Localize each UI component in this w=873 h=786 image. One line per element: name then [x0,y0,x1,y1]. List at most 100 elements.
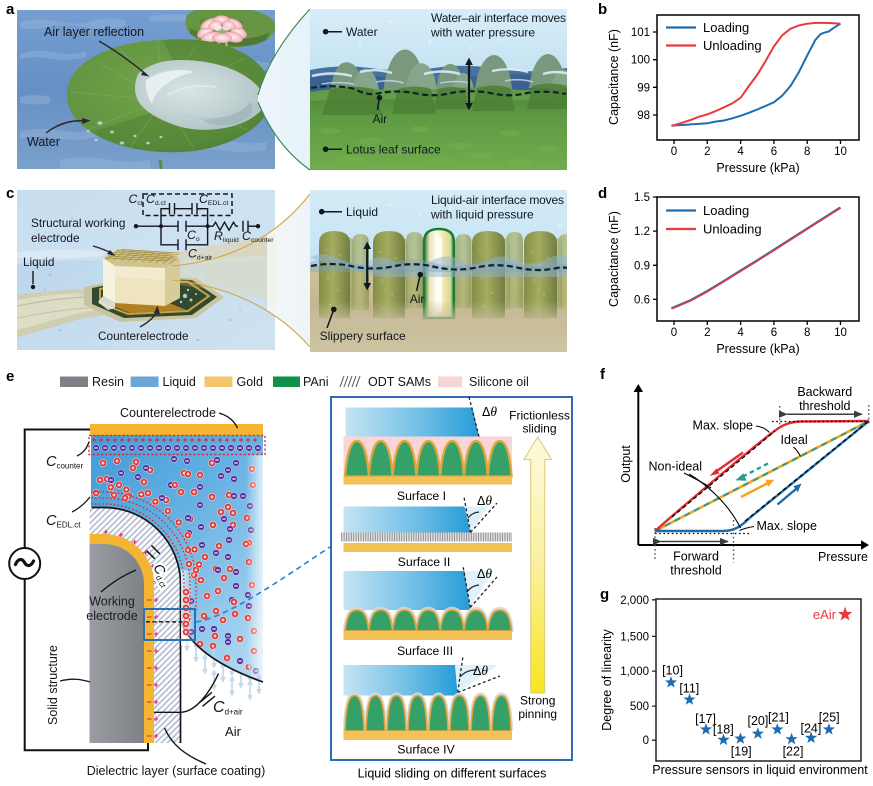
svg-text:ODT SAMs: ODT SAMs [368,375,431,389]
svg-text:Liquid: Liquid [163,375,196,389]
svg-text:Dielectric layer (surface coat: Dielectric layer (surface coating) [87,764,266,778]
svg-text:Ideal: Ideal [781,433,808,447]
svg-text:99: 99 [637,82,650,94]
svg-text:Pressure: Pressure [818,550,868,564]
svg-text:Loading: Loading [703,203,749,218]
svg-text:Cd.ct: Cd.ct [146,192,166,207]
svg-text:Water: Water [27,135,60,149]
svg-text:Counterelectrode: Counterelectrode [120,406,216,420]
svg-text:Liquid-air interface moves: Liquid-air interface moves [431,193,564,207]
svg-text:Resin: Resin [92,375,124,389]
svg-text:Working: Working [89,595,135,609]
svg-text:0: 0 [671,327,677,339]
svg-text:0.6: 0.6 [634,294,650,306]
svg-text:Cd+air: Cd+air [188,247,213,262]
svg-text:1.5: 1.5 [634,192,650,204]
svg-text:Pressure (kPa): Pressure (kPa) [716,342,799,356]
svg-text:Pressure sensors in liquid env: Pressure sensors in liquid environment [652,763,868,777]
svg-text:with liquid pressure: with liquid pressure [430,208,534,222]
svg-text:100: 100 [631,55,650,67]
svg-text:1.2: 1.2 [634,226,650,238]
svg-text:[11]: [11] [679,682,699,696]
svg-text:10: 10 [834,146,847,158]
svg-text:2,000: 2,000 [620,595,649,607]
svg-text:Surface IV: Surface IV [397,743,455,757]
svg-text:with water pressure: with water pressure [430,26,535,40]
svg-text:CEDL.ct: CEDL.ct [46,513,81,530]
svg-text:[17]: [17] [695,712,716,726]
svg-text:Forward: Forward [673,550,719,564]
svg-text:Surface III: Surface III [397,644,453,658]
svg-text:Solid structure: Solid structure [46,645,60,725]
svg-text:Co: Co [187,228,200,243]
svg-text:[21]: [21] [768,711,789,725]
svg-text:[10]: [10] [662,663,683,677]
svg-text:Slippery surface: Slippery surface [320,329,406,343]
svg-text:Frictionless: Frictionless [509,409,570,423]
svg-text:Water: Water [346,25,378,39]
svg-text:sliding: sliding [522,422,556,436]
svg-text:Silicone oil: Silicone oil [469,375,529,389]
svg-text:0: 0 [671,146,677,158]
svg-text:[18]: [18] [713,723,734,737]
svg-text:98: 98 [637,110,650,122]
svg-text:Air: Air [410,292,425,306]
svg-text:[20]: [20] [747,714,768,728]
svg-text:electrode: electrode [86,609,137,623]
svg-text:Air: Air [373,112,388,126]
svg-text:Surface I: Surface I [397,489,446,503]
svg-text:threshold: threshold [799,399,850,413]
svg-text:Counterelectrode: Counterelectrode [98,329,189,343]
svg-text:0.9: 0.9 [634,260,650,272]
svg-text:[22]: [22] [783,744,804,758]
svg-text:4: 4 [737,327,744,339]
svg-text:Surface II: Surface II [398,555,451,569]
svg-text:Liquid sliding on different su: Liquid sliding on different surfaces [358,767,547,781]
svg-text:Liquid: Liquid [23,255,55,269]
svg-text:Δθ: Δθ [477,493,492,508]
svg-text:Backward: Backward [797,385,852,399]
svg-text:Ccounter: Ccounter [242,229,274,244]
svg-text:pinning: pinning [518,707,557,721]
svg-text:Pressure (kPa): Pressure (kPa) [716,161,799,175]
svg-text:Unloading: Unloading [703,222,762,237]
svg-text:Cct: Cct [129,192,143,207]
svg-text:[19]: [19] [731,744,752,758]
svg-text:Liquid: Liquid [346,205,378,219]
svg-text:101: 101 [631,27,650,39]
svg-text:Capacitance (nF): Capacitance (nF) [607,29,621,125]
svg-text:Water–air interface moves: Water–air interface moves [431,11,566,25]
svg-text:[24]: [24] [800,722,821,736]
svg-text:Max. slope: Max. slope [757,519,817,533]
svg-text:Structural working: Structural working [31,216,125,230]
svg-text:6: 6 [771,146,777,158]
svg-text:Air layer reflection: Air layer reflection [44,25,144,39]
svg-text:1,500: 1,500 [620,631,649,643]
svg-text:CEDL.ct: CEDL.ct [199,192,228,207]
svg-text:threshold: threshold [670,564,721,578]
svg-text:Δθ: Δθ [482,404,497,419]
svg-text:Unloading: Unloading [703,38,762,53]
svg-text:Max. slope: Max. slope [693,419,753,433]
svg-text:2: 2 [704,146,710,158]
svg-text:Lotus leaf surface: Lotus leaf surface [346,143,441,157]
svg-text:500: 500 [630,701,649,713]
svg-text:Output: Output [619,445,633,483]
svg-text:Degree of linearity: Degree of linearity [600,629,614,731]
svg-text:Non-ideal: Non-ideal [649,460,703,474]
svg-text:4: 4 [737,146,744,158]
svg-text:PAni: PAni [303,375,328,389]
svg-text:0: 0 [643,735,649,747]
svg-text:1,000: 1,000 [620,666,649,678]
svg-text:Δθ: Δθ [477,566,492,581]
svg-text:Rliquid: Rliquid [214,229,239,244]
svg-text:electrode: electrode [31,231,80,245]
svg-text:8: 8 [804,327,810,339]
svg-text:eAir: eAir [813,607,837,622]
svg-text:Ccounter: Ccounter [46,454,84,471]
svg-text:8: 8 [804,146,810,158]
svg-text:6: 6 [771,327,777,339]
svg-text:Loading: Loading [703,20,749,35]
svg-text:[25]: [25] [819,711,840,725]
svg-text:Strong: Strong [520,694,555,708]
